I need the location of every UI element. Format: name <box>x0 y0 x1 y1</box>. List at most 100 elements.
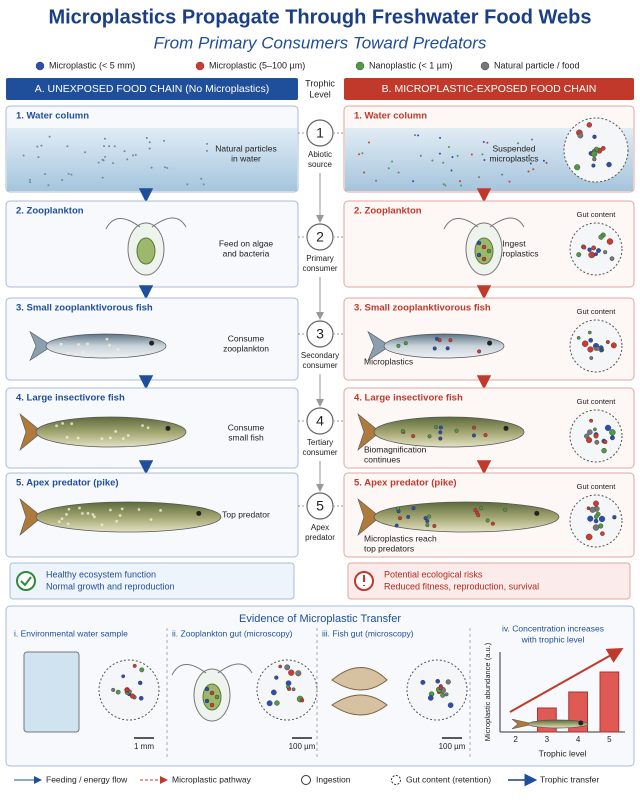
row-label: 5. Apex predator (pike) <box>354 478 457 489</box>
water-particle <box>205 149 208 152</box>
outcome-text: Reduced fitness, reproduction, survival <box>384 581 539 591</box>
particle <box>129 693 135 699</box>
water-particle <box>527 170 530 173</box>
fish-spot <box>100 437 104 441</box>
scale-label: 100 µm <box>439 742 466 751</box>
particle <box>448 338 453 343</box>
fish-spot <box>67 507 71 511</box>
row-label: 1. Water column <box>354 111 427 122</box>
footer-item: Feeding / energy flow <box>46 774 128 784</box>
particle <box>420 679 426 685</box>
particle <box>480 61 490 71</box>
water-particle <box>531 138 534 141</box>
particle <box>591 163 596 168</box>
legend-item: Nanoplastic (< 1 µm) <box>369 60 452 70</box>
particle <box>427 695 434 701</box>
particle <box>400 429 405 434</box>
particle <box>605 339 610 345</box>
particle <box>593 518 599 524</box>
footer-item: Gut content (retention) <box>406 774 491 784</box>
level-number: 5 <box>316 498 324 514</box>
water-particle <box>108 145 111 148</box>
particle <box>425 523 430 528</box>
fish-spot <box>78 506 81 510</box>
fish-body <box>383 333 505 359</box>
legend-item: Natural particle / food <box>494 60 580 70</box>
footer-item: Ingestion <box>316 774 351 784</box>
fish-spot <box>118 514 122 517</box>
particle <box>587 346 594 353</box>
water-particle <box>67 172 70 175</box>
row-note: Microplastics reach <box>364 533 437 543</box>
fish-spot <box>76 436 80 440</box>
inset-label: Gut content <box>577 210 617 219</box>
particle <box>138 680 143 686</box>
water-particle <box>529 162 532 165</box>
level-text: source <box>308 160 333 169</box>
outcome-text: Normal growth and reproduction <box>46 581 175 591</box>
fish-eye <box>578 720 584 726</box>
water-particle <box>542 159 545 162</box>
level-text: consumer <box>302 264 337 273</box>
fish-tail <box>367 330 391 362</box>
particle <box>406 514 411 519</box>
fish-tail <box>357 498 381 536</box>
water-particle <box>104 155 107 158</box>
particle <box>581 340 589 347</box>
row-note: Suspended <box>492 143 535 153</box>
particle <box>121 674 126 679</box>
fish-spot <box>86 342 89 346</box>
chart-title: with trophic level <box>521 634 585 644</box>
water-particle <box>103 145 106 148</box>
water-particle <box>145 136 148 139</box>
legend-item: Microplastic (< 5 mm) <box>49 60 135 70</box>
particle <box>434 425 439 430</box>
water-particle <box>113 145 116 148</box>
level-text: Apex <box>311 523 329 532</box>
column-title: B. MICROPLASTIC-EXPOSED FOOD CHAIN <box>382 83 597 95</box>
water-particle <box>28 178 31 181</box>
particle <box>587 330 592 335</box>
particle <box>115 689 121 695</box>
water-particle <box>150 166 153 169</box>
row-note: Ingest <box>502 238 526 248</box>
particle <box>423 516 428 521</box>
particle <box>295 670 302 677</box>
particle <box>610 342 617 349</box>
zoo-gut <box>136 237 156 265</box>
fish-spot <box>93 515 96 519</box>
water-particle <box>458 180 461 183</box>
level-text: Primary <box>306 254 334 263</box>
particle <box>593 427 597 432</box>
water-particle <box>532 168 535 171</box>
water-particle <box>148 141 151 144</box>
water-particle <box>442 183 445 186</box>
particle <box>477 349 482 354</box>
particle <box>600 146 606 151</box>
particle <box>604 424 612 431</box>
water-particle <box>456 154 459 157</box>
water-particle <box>361 152 364 155</box>
particle <box>594 252 598 256</box>
particle <box>398 516 403 521</box>
legend-item: Microplastic (5–100 µm) <box>209 60 305 70</box>
particle <box>587 247 592 252</box>
particle <box>503 507 508 512</box>
fish-spot <box>114 430 118 433</box>
panel-label: iii. Fish gut (microscopy) <box>322 628 414 638</box>
outcome-text: Healthy ecosystem function <box>46 569 156 579</box>
water-particle <box>206 142 209 145</box>
header-bar <box>344 78 634 100</box>
water-particle <box>417 134 420 137</box>
water-particle <box>387 167 390 170</box>
fish-tail <box>29 330 53 362</box>
particle <box>586 437 593 444</box>
inset-label: Gut content <box>577 397 617 406</box>
particle <box>111 687 116 692</box>
fish-body <box>373 416 525 448</box>
particle <box>472 425 477 430</box>
particle <box>589 356 594 360</box>
particle <box>204 686 210 692</box>
water-particle <box>101 176 104 179</box>
particle <box>606 161 612 168</box>
